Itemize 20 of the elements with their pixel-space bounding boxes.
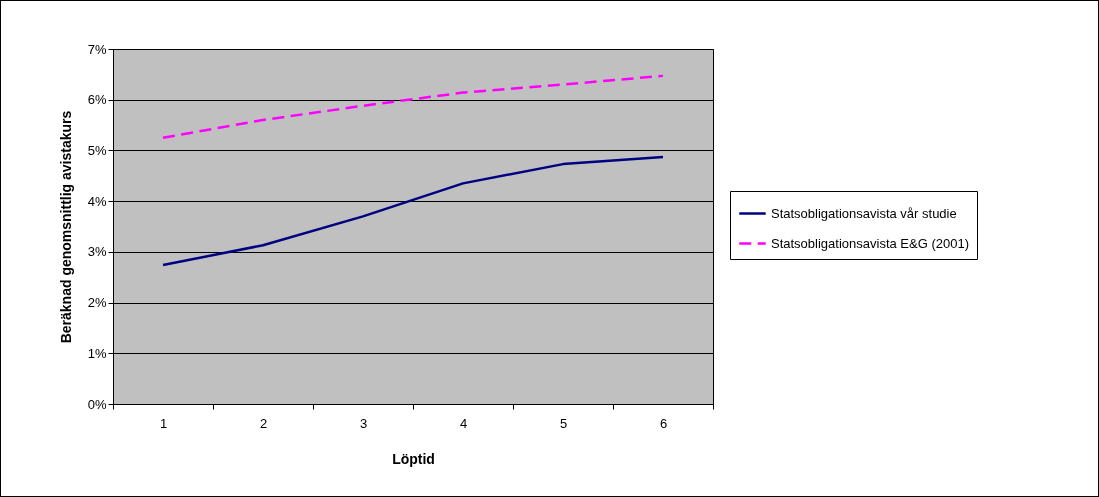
y-tick-label: 6% — [87, 92, 107, 108]
y-tick-label: 5% — [87, 142, 107, 158]
x-tick-label: 4 — [459, 415, 468, 431]
line-series — [161, 74, 665, 139]
y-tick-label: 3% — [87, 244, 107, 260]
legend-label: Statsobligationsavista vår studie — [771, 205, 957, 221]
x-axis-title: Löptid — [392, 450, 435, 467]
y-tick-label: 1% — [87, 345, 107, 361]
y-tick-label: 0% — [87, 396, 107, 412]
legend-label: Statsobligationsavista E&G (2001) — [771, 235, 969, 251]
y-tick-label: 2% — [87, 295, 107, 311]
y-tick-label: 4% — [87, 193, 107, 209]
x-tick-label: 5 — [559, 415, 568, 431]
y-axis-title: Beräknad genomsnittlig avistakurs — [57, 110, 74, 344]
x-tick-label: 2 — [259, 415, 268, 431]
x-tick-label: 6 — [659, 415, 668, 431]
y-tick-label: 7% — [87, 41, 107, 57]
x-tick-label: 3 — [359, 415, 368, 431]
x-tick-label: 1 — [159, 415, 168, 431]
line-series — [161, 155, 665, 267]
